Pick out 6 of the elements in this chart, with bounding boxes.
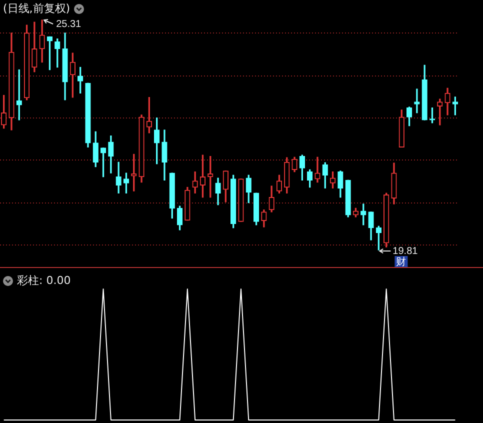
chart-title: 彩柱: 0.00 (17, 274, 71, 287)
annotation: 19.81 (392, 246, 418, 257)
annotation: 25.31 (56, 18, 82, 30)
chart-title: (日线,前复权) (3, 2, 70, 15)
text: 财 (396, 256, 406, 268)
candlestick (414, 88, 420, 114)
